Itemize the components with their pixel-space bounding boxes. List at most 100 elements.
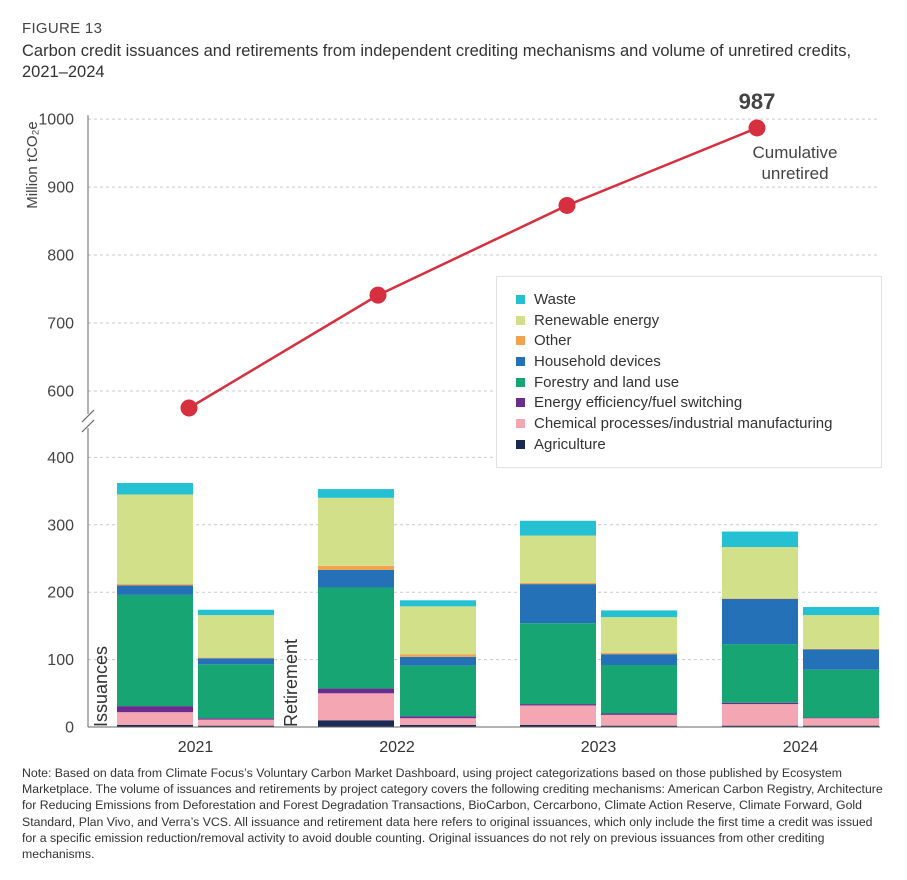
issuance-segment (117, 483, 193, 495)
legend-swatch (516, 377, 525, 387)
issuance-segment (722, 547, 798, 599)
retirement-segment (601, 725, 677, 727)
retirement-segment (198, 609, 274, 616)
axis-break-mark (81, 409, 95, 423)
y-tick-label: 400 (47, 450, 74, 467)
legend-label: Other (534, 332, 572, 350)
y-tick-label: 100 (47, 652, 74, 669)
retirement-segment (400, 716, 476, 719)
issuances-label: Issuances (91, 646, 111, 727)
retirement-segment (198, 657, 274, 659)
legend-label: Energy efficiency/fuel switching (534, 394, 743, 412)
issuance-segment (520, 623, 596, 705)
retirement-segment (803, 615, 879, 649)
y-tick-label: 800 (47, 248, 74, 265)
legend: Waste Renewable energy Other Household devi… (496, 276, 882, 468)
retirement-segment (601, 652, 677, 655)
x-tick-label: 2021 (178, 739, 214, 756)
issuance-segment (318, 569, 394, 588)
issuance-segment (722, 704, 798, 726)
issuance-segment (520, 704, 596, 706)
retirement-segment (198, 658, 274, 665)
retirement-segment (601, 664, 677, 714)
issuance-segment (117, 712, 193, 725)
retirement-segment (601, 610, 677, 618)
chart-title: Carbon credit issuances and retirements … (22, 42, 852, 81)
legend-label: Household devices (534, 352, 661, 370)
figure-label: FIGURE 13 (22, 20, 103, 37)
retirement-segment (803, 607, 879, 616)
retirement-segment (601, 654, 677, 665)
retirement-segment (400, 654, 476, 657)
issuance-segment (318, 720, 394, 727)
legend-item: Other (516, 330, 881, 351)
retirement-segment (803, 717, 879, 719)
retirement-segment (198, 664, 274, 719)
legend-swatch (516, 356, 525, 366)
issuance-segment (722, 598, 798, 645)
retirement-segment (400, 600, 476, 607)
retirement-segment (400, 724, 476, 727)
legend-item: Forestry and land use (516, 372, 881, 393)
legend-label: Forestry and land use (534, 373, 680, 391)
legend-label: Waste (534, 290, 576, 308)
issuance-segment (318, 587, 394, 689)
issuance-segment (520, 705, 596, 725)
retirement-segment (198, 725, 274, 727)
axis-break-mark (81, 419, 95, 433)
legend-label: Chemical processes/industrial manufactur… (534, 414, 833, 432)
legend-swatch (516, 439, 525, 449)
x-tick-label: 2022 (379, 739, 415, 756)
retirement-segment (803, 725, 879, 727)
retirement-segment (601, 617, 677, 653)
issuance-segment (722, 702, 798, 705)
issuance-segment (318, 497, 394, 566)
retirement-segment (803, 718, 879, 726)
retirement-segment (400, 718, 476, 725)
retirement-segment (400, 606, 476, 655)
retirement-segment (803, 669, 879, 718)
legend-swatch (516, 398, 525, 408)
legend-item: Waste (516, 289, 881, 310)
retirement-segment (400, 665, 476, 717)
retirement-label: Retirement (281, 639, 301, 727)
legend-item: Renewable energy (516, 310, 881, 331)
issuance-segment (117, 584, 193, 586)
retirement-segment (198, 719, 274, 726)
issuance-segment (722, 725, 798, 727)
retirement-segment (198, 718, 274, 720)
issuance-segment (520, 724, 596, 727)
cumulative-value-label: 987 (739, 89, 776, 114)
issuance-segment (117, 706, 193, 713)
cumulative-unretired-line (188, 126, 758, 410)
retirement-segment (803, 649, 879, 670)
retirement-segment (400, 656, 476, 666)
legend-swatch (516, 315, 525, 325)
issuance-segment (318, 688, 394, 694)
issuance-segment (117, 594, 193, 707)
legend-item: Household devices (516, 351, 881, 372)
cumulative-point (558, 196, 576, 214)
legend-swatch (516, 294, 525, 304)
cumulative-point (369, 286, 387, 304)
issuance-segment (520, 584, 596, 624)
issuance-segment (722, 644, 798, 703)
y-tick-label: 700 (47, 316, 74, 333)
issuance-segment (117, 585, 193, 595)
retirement-segment (601, 713, 677, 715)
legend-swatch (516, 418, 525, 428)
cumulative-line: 987 Cumulative unretired (180, 89, 838, 417)
legend-item: Chemical processes/industrial manufactur… (516, 413, 881, 434)
y-axis-label: Million tCO₂e (24, 121, 41, 209)
issuance-segment (520, 535, 596, 583)
legend-swatch (516, 336, 525, 346)
y-tick-label: 300 (47, 517, 74, 534)
x-tick-label: 2024 (783, 739, 819, 756)
issuance-segment (117, 494, 193, 585)
y-tick-label: 900 (47, 180, 74, 197)
y-tick-label: 0 (65, 720, 74, 737)
legend-label: Agriculture (534, 435, 606, 453)
issuance-segment (318, 693, 394, 721)
retirement-segment (803, 648, 879, 650)
